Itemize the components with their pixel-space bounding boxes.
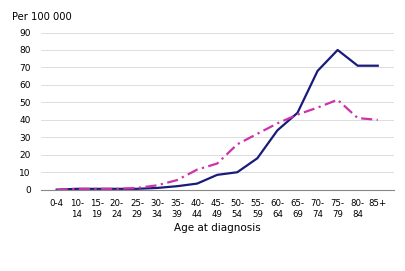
- Women: [234, 143, 239, 146]
- Men: [335, 48, 339, 51]
- Women: [74, 187, 79, 191]
- Women: [294, 113, 299, 116]
- Women: [194, 168, 199, 171]
- Women: [114, 187, 119, 191]
- Women: [134, 186, 139, 190]
- Women: [154, 184, 159, 187]
- Men: [294, 111, 299, 114]
- Men: [54, 188, 59, 191]
- Women: [335, 98, 339, 101]
- Women: [94, 187, 99, 191]
- Men: [374, 64, 379, 67]
- Women: [354, 117, 359, 120]
- Men: [134, 187, 139, 191]
- Men: [274, 129, 279, 132]
- Women: [314, 106, 319, 109]
- Men: [314, 69, 319, 73]
- Women: [274, 122, 279, 125]
- Men: [194, 182, 199, 185]
- Women: [54, 188, 59, 191]
- Men: [74, 187, 79, 191]
- Women: [174, 179, 179, 182]
- Text: Per 100 000: Per 100 000: [12, 12, 72, 22]
- Line: Men: Men: [57, 50, 377, 190]
- Line: Women: Women: [57, 100, 377, 190]
- X-axis label: Age at diagnosis: Age at diagnosis: [173, 223, 260, 233]
- Women: [374, 118, 379, 121]
- Men: [154, 186, 159, 190]
- Men: [94, 187, 99, 191]
- Men: [354, 64, 359, 67]
- Men: [214, 173, 219, 176]
- Men: [234, 171, 239, 174]
- Women: [254, 132, 259, 136]
- Men: [114, 187, 119, 191]
- Men: [254, 157, 259, 160]
- Men: [174, 185, 179, 188]
- Women: [214, 162, 219, 165]
